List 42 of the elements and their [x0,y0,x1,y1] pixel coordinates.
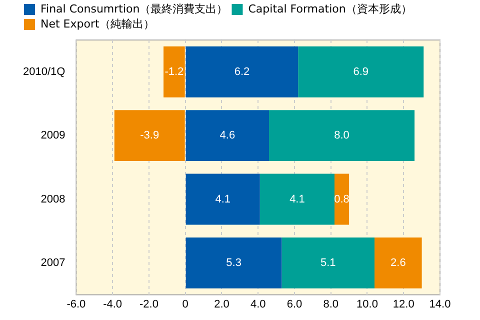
data-label: -3.9 [140,130,160,142]
data-label: -1.2 [164,66,184,78]
y-tick-label: 2009 [40,130,66,142]
bar [282,237,375,288]
x-tick-label: 10.0 [356,298,378,310]
bar [186,237,282,288]
data-label: 4.1 [215,193,231,206]
data-label: 8.0 [334,130,350,142]
bar [374,237,422,288]
bar [298,46,424,98]
y-tick-label: 2008 [40,193,66,206]
x-tick-label: 0 [182,298,188,310]
data-label: 6.9 [353,66,369,78]
legend-label: Final Consumrtion（最終消費支出） [40,2,228,16]
data-label: 4.6 [220,130,236,142]
bar [269,110,415,162]
legend-label: Net Export（純輸出） [40,17,154,30]
y-tick-label: 2010/1Q [23,66,66,78]
legend-label: Capital Formation（資本形成） [248,2,412,16]
bar [186,46,298,98]
data-label: 5.3 [226,256,242,269]
bar [186,110,270,162]
bar [164,46,185,98]
x-tick-label: -6.0 [66,298,86,310]
x-tick-label: 2.0 [214,298,230,310]
data-label: 4.1 [290,193,305,206]
x-tick-label: 4.0 [250,298,266,310]
bar [114,110,185,162]
x-tick-label: -2.0 [139,298,158,310]
x-tick-label: 14.0 [429,298,451,310]
bar [334,174,350,225]
data-label: 2.6 [390,256,406,269]
data-label: 5.1 [320,256,336,269]
x-tick-label: -4.0 [103,298,122,310]
x-tick-label: 8.0 [323,298,339,310]
data-label: 0.8 [334,193,350,206]
y-tick-label: 2007 [40,256,66,269]
x-tick-label: 6.0 [286,298,302,310]
bar [260,174,334,225]
bar [186,174,260,225]
x-tick-label: 12.0 [392,298,414,310]
data-label: 6.2 [234,66,250,78]
